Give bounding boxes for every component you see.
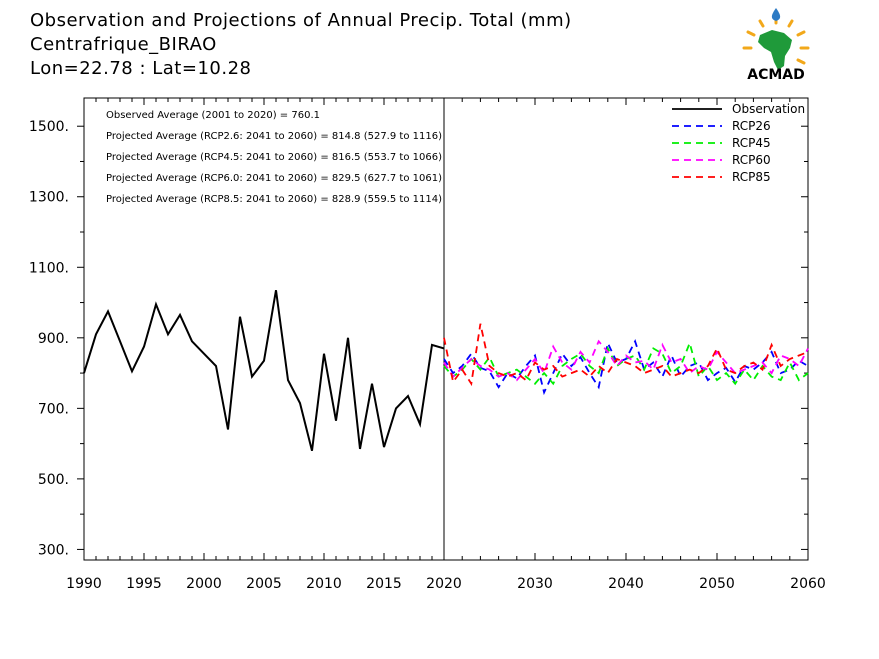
series-layer (83, 290, 809, 451)
x-tick-label: 2040 (608, 576, 644, 592)
legend-label-rcp45: RCP45 (732, 136, 771, 150)
legend-label-rcp26: RCP26 (732, 119, 771, 133)
annotation-rcp45-average: Projected Average (RCP4.5: 2041 to 2060)… (106, 152, 442, 163)
legend-label-rcp60: RCP60 (732, 153, 771, 167)
x-tick-label: 2015 (366, 576, 402, 592)
x-tick-label: 2060 (790, 576, 826, 592)
x-tick-label: 1995 (126, 576, 162, 592)
chart-location: Lon=22.78 : Lat=10.28 (30, 58, 251, 79)
x-tick-label: 2005 (246, 576, 282, 592)
x-tick-label: 2020 (426, 576, 462, 592)
x-tick-label: 2050 (699, 576, 735, 592)
y-tick-label: 1500. (29, 119, 69, 135)
annotation-observed-average: Observed Average (2001 to 2020) = 760.1 (106, 110, 320, 121)
legend: Observation RCP26 RCP45 RCP60 RCP85 (672, 102, 805, 184)
series-line-observation (83, 290, 445, 451)
annotation-rcp85-average: Projected Average (RCP8.5: 2041 to 2060)… (106, 194, 442, 205)
legend-label-observation: Observation (732, 102, 805, 116)
y-tick-label: 1300. (29, 190, 69, 206)
logo-text: ACMAD (747, 67, 805, 83)
x-axis: 1990 1995 2000 2005 2010 2015 2020 2030 2040 2050… (66, 98, 826, 592)
annotation-rcp26-average: Projected Average (RCP2.6: 2041 to 2060)… (106, 131, 442, 142)
plot-area (83, 97, 809, 561)
y-tick-label: 700. (38, 401, 69, 417)
chart-title: Observation and Projections of Annual Pr… (30, 10, 572, 31)
series-line-rcp45 (443, 340, 809, 386)
series-line-rcp26 (443, 338, 809, 396)
y-tick-label: 900. (38, 331, 69, 347)
series-line-rcp60 (443, 339, 809, 382)
chart-subtitle: Centrafrique_BIRAO (30, 34, 217, 55)
x-tick-label: 2010 (306, 576, 342, 592)
legend-label-rcp85: RCP85 (732, 170, 771, 184)
y-tick-label: 300. (38, 542, 69, 558)
y-tick-label: 1100. (29, 260, 69, 276)
y-axis: 300. 500. 700. 900. 1100. 1300. 1500. (29, 119, 808, 558)
y-tick-label: 500. (38, 472, 69, 488)
annotations: Observed Average (2001 to 2020) = 760.1 … (106, 110, 442, 205)
x-tick-label: 2030 (517, 576, 553, 592)
annotation-rcp60-average: Projected Average (RCP6.0: 2041 to 2060)… (106, 173, 442, 184)
acmad-logo: ACMAD (742, 8, 810, 83)
x-tick-label: 2000 (186, 576, 222, 592)
x-tick-label: 1990 (66, 576, 102, 592)
series-line-rcp85 (443, 323, 809, 387)
